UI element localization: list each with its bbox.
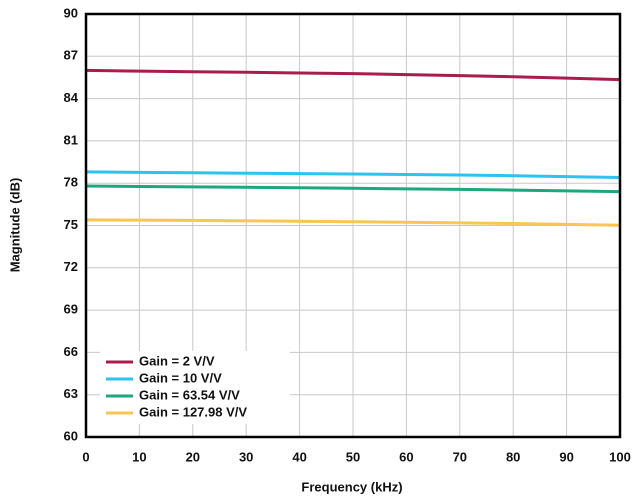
y-tick-label: 66 xyxy=(64,344,78,359)
x-tick-label: 80 xyxy=(506,449,520,464)
x-tick-label: 10 xyxy=(132,449,146,464)
x-tick-label: 0 xyxy=(82,449,89,464)
y-tick-label: 78 xyxy=(64,175,78,190)
y-tick-label: 72 xyxy=(64,259,78,274)
x-tick-label: 20 xyxy=(186,449,200,464)
x-tick-label: 100 xyxy=(609,449,631,464)
y-tick-label: 81 xyxy=(64,132,78,147)
legend-label: Gain = 63.54 V/V xyxy=(139,387,240,402)
y-axis-label: Magnitude (dB) xyxy=(7,178,22,273)
x-tick-label: 30 xyxy=(239,449,253,464)
y-tick-label: 90 xyxy=(64,5,78,20)
data-line xyxy=(85,68,621,82)
x-tick-label: 40 xyxy=(292,449,306,464)
x-tick-label: 70 xyxy=(453,449,467,464)
x-axis-label: Frequency (kHz) xyxy=(301,479,402,494)
y-tick-label: 63 xyxy=(64,386,78,401)
x-tick-label: 50 xyxy=(346,449,360,464)
data-line xyxy=(85,170,621,180)
legend-label: Gain = 2 V/V xyxy=(139,353,215,368)
y-tick-label: 69 xyxy=(64,302,78,317)
legend-label: Gain = 10 V/V xyxy=(139,370,222,385)
x-tick-label: 90 xyxy=(559,449,573,464)
y-tick-label: 84 xyxy=(64,90,79,105)
data-line xyxy=(85,184,621,194)
y-tick-label: 60 xyxy=(64,428,78,443)
data-line xyxy=(85,218,621,227)
y-tick-label: 75 xyxy=(64,217,78,232)
y-tick-label: 87 xyxy=(64,48,78,63)
x-tick-label: 60 xyxy=(399,449,413,464)
legend-label: Gain = 127.98 V/V xyxy=(139,404,247,419)
plot-frame xyxy=(84,12,622,439)
